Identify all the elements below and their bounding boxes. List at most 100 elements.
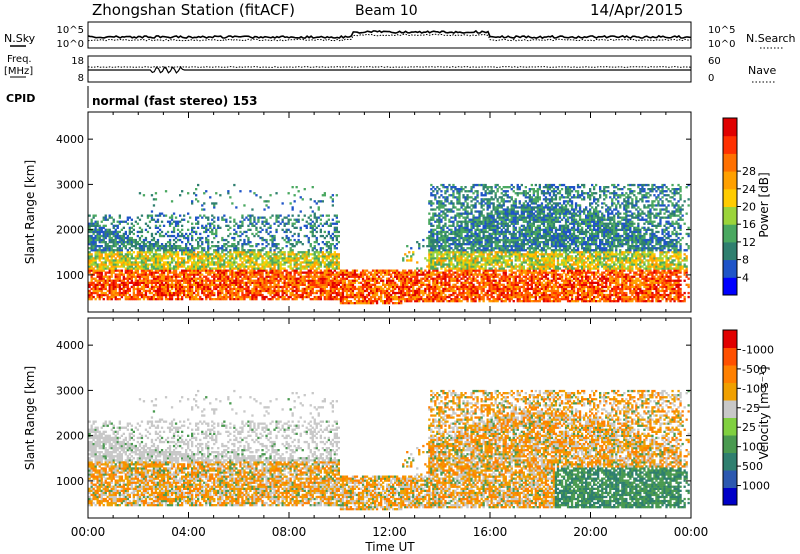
- date-label: 14/Apr/2015: [590, 1, 683, 19]
- power-cell: [203, 226, 206, 229]
- power-cell: [428, 267, 431, 270]
- power-cell: [468, 267, 471, 270]
- power-cell: [162, 287, 166, 291]
- power-cell: [88, 222, 91, 225]
- power-cell: [140, 257, 144, 260]
- power-cell: [466, 289, 469, 293]
- power-cell: [122, 234, 125, 238]
- power-cell: [438, 220, 441, 223]
- power-cell: [460, 202, 463, 205]
- power-cell: [367, 281, 371, 284]
- power-cell: [355, 273, 359, 276]
- power-cell: [189, 275, 192, 278]
- power-cell: [426, 275, 429, 278]
- power-cell: [339, 285, 343, 289]
- power-cell: [100, 253, 103, 256]
- power-cell: [213, 251, 216, 254]
- power-cell: [132, 238, 135, 242]
- power-cell: [454, 289, 457, 293]
- power-cell: [323, 273, 326, 276]
- power-cell: [229, 216, 232, 219]
- power-cell: [152, 267, 156, 270]
- power-cell: [176, 293, 180, 297]
- power-cell: [271, 269, 274, 272]
- power-cell: [460, 190, 463, 193]
- power-cell: [116, 273, 119, 276]
- power-cell: [440, 257, 443, 260]
- power-cell: [406, 279, 409, 282]
- power-cell: [456, 190, 459, 193]
- power-cell: [243, 241, 246, 244]
- power-cell: [430, 245, 433, 248]
- power-cell: [333, 247, 336, 250]
- power-cell: [458, 289, 461, 293]
- power-cell: [279, 265, 282, 268]
- power-cell: [225, 249, 228, 252]
- power-cell: [231, 291, 234, 295]
- power-cell: [132, 281, 135, 284]
- power-cell: [307, 249, 310, 252]
- power-cell: [434, 269, 437, 272]
- power-cell: [219, 194, 222, 197]
- power-cell: [152, 265, 156, 268]
- power-cell: [325, 283, 328, 286]
- power-cell: [207, 249, 210, 252]
- power-cell: [150, 257, 154, 260]
- power-cell: [456, 267, 459, 270]
- power-cell: [339, 277, 343, 280]
- power-cell: [269, 194, 272, 197]
- power-cell: [116, 279, 119, 282]
- power-cell: [269, 224, 272, 227]
- power-cell: [241, 263, 244, 266]
- power-cell: [263, 253, 266, 256]
- power-cell: [156, 289, 160, 293]
- power-cell: [307, 287, 310, 291]
- power-cell: [261, 259, 264, 262]
- power-cell: [158, 277, 162, 280]
- power-cell: [94, 277, 97, 280]
- power-cell: [289, 249, 292, 252]
- power-cell: [359, 302, 363, 305]
- power-cell: [454, 232, 457, 236]
- power-cell: [295, 243, 298, 246]
- power-cell: [325, 220, 328, 223]
- power-cell: [245, 261, 248, 264]
- power-cell: [106, 232, 109, 236]
- power-cell: [164, 283, 168, 286]
- power-cell: [116, 259, 119, 262]
- power-cell: [176, 279, 180, 282]
- power-cell: [442, 300, 445, 303]
- power-cell: [351, 269, 355, 272]
- power-cell: [321, 277, 324, 280]
- power-cell: [172, 279, 176, 282]
- power-cell: [267, 255, 270, 258]
- power-cell: [229, 283, 232, 286]
- power-cell: [142, 271, 146, 274]
- power-cell: [217, 259, 220, 262]
- power-cell: [102, 257, 105, 260]
- power-cell: [92, 241, 95, 244]
- power-cell: [430, 247, 433, 250]
- power-cell: [323, 281, 326, 284]
- power-cell: [172, 228, 176, 231]
- power-cell: [428, 300, 431, 303]
- power-cell: [438, 232, 441, 236]
- power-cell: [205, 269, 208, 272]
- power-cell: [456, 261, 459, 264]
- power-cell: [114, 287, 117, 291]
- power-cell: [331, 261, 334, 264]
- power-cell: [154, 241, 158, 244]
- power-cell: [259, 216, 262, 219]
- power-cell: [442, 283, 445, 286]
- power-cell: [94, 291, 97, 295]
- power-cell: [438, 251, 441, 254]
- power-cell: [172, 269, 176, 272]
- power-cell: [291, 245, 294, 248]
- power-cell: [152, 198, 156, 201]
- power-cell: [136, 251, 139, 254]
- power-cell: [176, 238, 180, 242]
- power-cell: [88, 265, 91, 268]
- power-cell: [152, 281, 156, 284]
- power-cell: [444, 295, 447, 299]
- power-cell: [416, 298, 419, 301]
